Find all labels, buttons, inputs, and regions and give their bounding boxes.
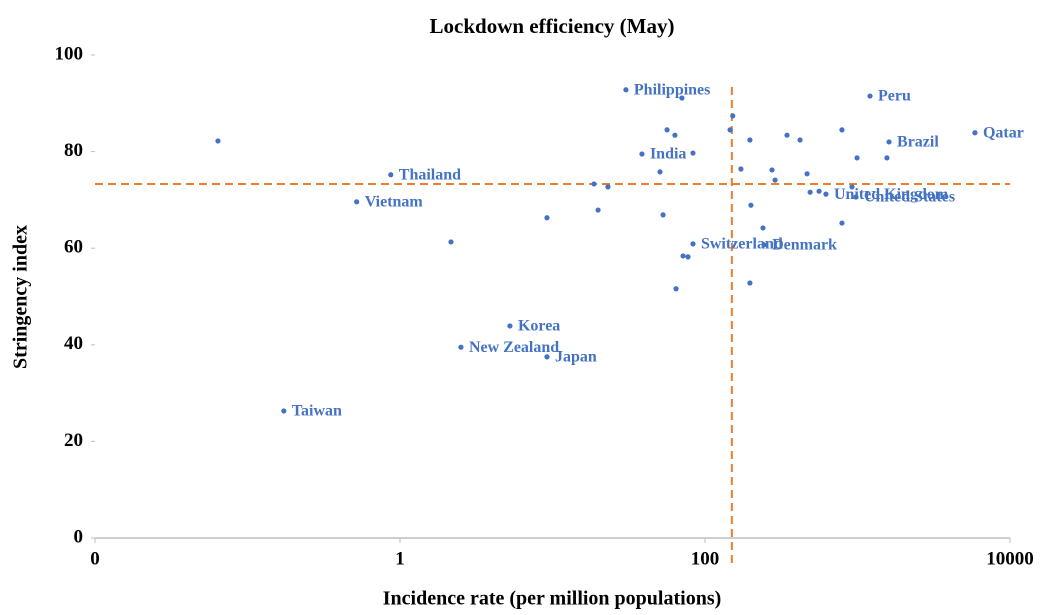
point [657,169,663,175]
y-tick-label: 100 [55,43,84,64]
point [544,215,550,221]
x-tick-label: 10000 [986,548,1034,569]
y-tick-label: 60 [64,237,83,258]
point-label: Peru [878,88,911,105]
point [281,408,287,414]
point-label: Thailand [399,166,461,183]
point [605,184,611,190]
point [849,184,855,190]
point-label: Japan [555,349,597,366]
point [772,177,778,183]
point [544,354,550,360]
point-label: Brazil [897,134,939,151]
point [886,139,892,145]
point-label: Denmark [772,236,837,253]
point [354,199,360,205]
point-label: India [650,146,686,163]
point [884,155,890,161]
point [804,171,810,177]
chart-title: Lockdown efficiency (May) [430,14,675,38]
point [639,151,645,157]
point [660,212,666,218]
point [673,286,679,292]
point [679,95,685,101]
point-label: United Kingdom [834,186,949,203]
point [761,242,767,248]
point-label: New Zealand [469,339,559,356]
point-label: Taiwan [292,403,342,420]
point [685,254,691,260]
y-tick-label: 40 [64,333,83,354]
point-label: Switzerland [701,236,783,253]
point [738,166,744,172]
x-tick-label: 100 [691,548,720,569]
point [595,207,601,213]
point [853,194,859,200]
point [680,253,686,259]
point [690,241,696,247]
y-axis-label: Stringency index [10,225,32,369]
point [664,127,670,133]
point-label: United States [864,189,955,206]
point-label: Vietnam [365,194,424,211]
x-tick-label: 0 [90,548,100,569]
point [839,220,845,226]
point-label: Qatar [983,124,1024,141]
point [839,127,845,133]
point [672,132,678,138]
point [623,87,629,93]
point [448,239,454,245]
point [690,150,696,156]
point [867,93,873,99]
point [823,191,829,197]
point [972,130,978,136]
y-tick-label: 0 [74,526,84,547]
point [730,113,736,119]
y-tick-label: 80 [64,140,83,161]
point [747,137,753,143]
point-label: Korea [518,318,560,335]
point [727,127,733,133]
point [769,167,775,173]
point [507,323,513,329]
point [747,280,753,286]
point [748,202,754,208]
point [854,155,860,161]
point [784,132,790,138]
point [760,225,766,231]
point [797,137,803,143]
point [458,344,464,350]
point [807,189,813,195]
point-label: Philippines [634,81,710,98]
x-axis-label: Incidence rate (per million populations) [383,588,722,610]
y-tick-label: 20 [64,430,83,451]
point [591,181,597,187]
point [215,138,221,144]
point [816,188,822,194]
x-tick-label: 1 [395,548,405,569]
point [388,172,394,178]
